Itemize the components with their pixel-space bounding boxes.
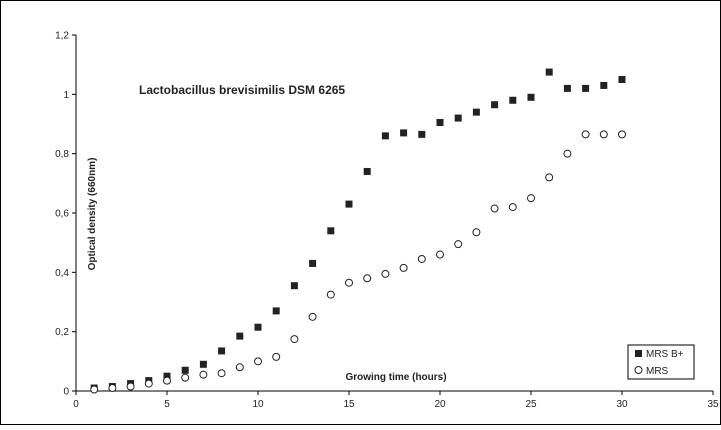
legend-label-mrs-b-plus: MRS B+ [646,349,684,360]
tick-labels: 0 0,2 0,4 0,6 0,8 1 1,2 0 5 10 15 20 25 30 35 [55,31,719,411]
data-point-circle [472,228,481,237]
data-point-square [582,84,590,92]
x-tick-label: 0 [73,399,79,410]
data-point-square [345,200,353,208]
data-point-circle [126,382,135,391]
data-point-circle [235,363,244,372]
data-point-circle [272,352,281,361]
x-tick-label: 5 [164,399,170,410]
data-point-square [181,366,189,374]
x-tick-label: 25 [525,399,537,410]
data-point-square [454,114,462,122]
data-point-circle [326,290,335,299]
data-point-circle [381,269,390,278]
data-point-circle [108,384,117,393]
data-point-square [290,282,298,290]
data-point-square [491,101,499,109]
data-point-square [218,347,226,355]
data-point-square [400,129,408,137]
data-point-square [436,119,444,127]
series-mrs [90,130,626,394]
data-point-square [527,93,535,101]
data-point-circle [90,385,99,394]
data-point-circle [363,274,372,283]
data-point-circle [508,203,517,212]
data-point-circle [144,379,153,388]
data-point-square [472,108,480,116]
legend-marker-mrs-b-plus [635,350,642,357]
data-point-square [272,307,280,315]
data-point-square [509,96,517,104]
data-point-circle [490,204,499,213]
data-point-circle [345,278,353,287]
data-point-circle [563,149,572,158]
axes [72,34,714,395]
data-point-circle [399,263,408,272]
x-axis-label: Growing time (hours) [345,372,446,383]
data-point-circle [436,250,444,259]
x-tick-label: 30 [616,399,628,410]
data-point-circle [545,173,554,182]
y-tick-label: 0,6 [55,209,69,220]
data-point-circle [417,254,426,263]
data-point-square [600,81,608,89]
data-point-square [254,323,262,331]
legend-label-mrs: MRS [646,366,669,377]
y-tick-label: 1,2 [55,31,69,42]
data-series [90,68,626,394]
data-point-square [563,84,571,92]
data-point-square [545,68,553,76]
y-tick-label: 0 [63,387,69,398]
data-point-circle [254,357,262,366]
y-tick-label: 0,4 [55,268,69,279]
legend: MRS B+ MRS [627,344,695,380]
data-point-circle [527,194,535,203]
data-point-square [618,76,626,83]
x-tick-label: 35 [707,399,719,410]
x-tick-label: 20 [434,399,446,410]
chart-title: Lactobacillus brevisimilis DSM 6265 [139,83,345,97]
data-point-circle [217,369,226,378]
data-point-circle [308,312,317,321]
data-point-circle [199,370,208,379]
data-point-circle [599,130,608,139]
data-point-circle [618,130,626,139]
y-axis-label: Optical density (660nm) [87,158,98,271]
data-point-circle [181,373,190,382]
x-tick-label: 10 [252,399,264,410]
data-point-circle [163,376,171,385]
y-tick-label: 0,2 [55,327,69,338]
data-point-circle [581,130,590,139]
x-tick-label: 15 [343,399,355,410]
data-point-square [163,372,171,380]
data-point-square [381,132,389,140]
data-point-circle [454,240,463,249]
data-point-square [327,227,335,235]
data-point-square [418,130,426,138]
y-tick-label: 0,8 [55,149,69,160]
data-point-square [199,360,207,368]
y-tick-label: 1 [63,90,69,101]
legend-marker-mrs [634,366,643,374]
data-point-square [236,332,244,340]
data-point-circle [290,335,299,344]
data-point-square [363,167,371,175]
data-point-square [309,259,317,267]
